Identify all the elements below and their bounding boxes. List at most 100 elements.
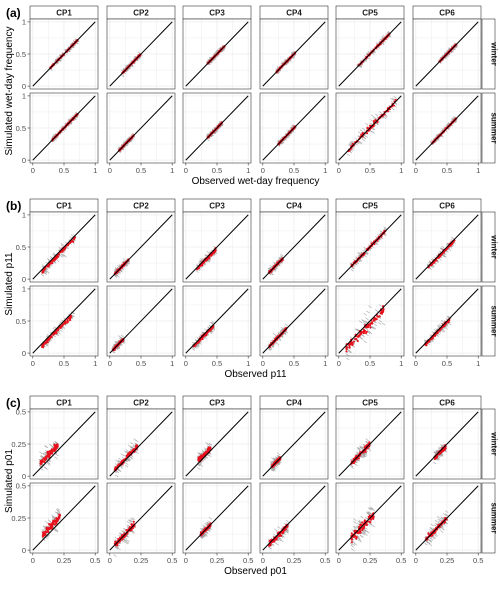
x-tick-label: 1: [170, 359, 174, 368]
spread-mark: [359, 129, 364, 133]
facet: [106, 211, 176, 283]
y-tick-label: 0: [22, 275, 26, 284]
column-strip-label: CP5: [362, 9, 378, 18]
simulated-point: [434, 334, 437, 337]
facet: [412, 211, 482, 283]
y-tick-label: 0: [22, 82, 26, 91]
simulated-point: [54, 257, 58, 260]
spread-mark: [364, 122, 369, 126]
y-tick-label: 0: [22, 156, 26, 165]
simulated-point: [379, 312, 382, 315]
x-tick-label: 0.5: [59, 166, 69, 175]
spread-mark: [60, 244, 65, 248]
spread-mark: [369, 122, 373, 126]
column-strip-label: CP3: [209, 202, 225, 211]
x-tick-label: 1: [246, 166, 250, 175]
spread-mark: [60, 253, 64, 257]
simulated-point: [50, 335, 53, 338]
simulated-point: [69, 240, 72, 243]
spread-mark: [206, 250, 210, 254]
identity-line: [109, 214, 173, 280]
simulated-point: [356, 335, 359, 338]
x-tick-label: 1: [476, 359, 480, 368]
simulated-point: [372, 120, 375, 123]
spread-mark: [393, 95, 397, 99]
facet: [182, 18, 252, 90]
y-tick-label: 1: [22, 18, 26, 27]
spread-mark: [375, 113, 379, 117]
y-axis-title: Simulated wet-day frequency: [4, 27, 15, 156]
simulated-point: [66, 318, 69, 321]
x-tick-label: 0: [108, 359, 112, 368]
spread-mark: [358, 131, 362, 135]
x-tick-label: 1: [246, 359, 250, 368]
simulated-point: [392, 104, 396, 107]
y-tick-label: 0.5: [16, 317, 26, 326]
facet-border: [182, 211, 252, 283]
x-tick-label: 0.5: [442, 166, 452, 175]
simulated-point: [376, 121, 379, 124]
y-tick-label: 1: [22, 92, 26, 101]
simulated-point: [368, 324, 371, 327]
simulated-point: [374, 119, 377, 122]
simulated-point: [41, 270, 44, 273]
identity-line: [338, 95, 402, 161]
spread-mark: [390, 97, 394, 101]
simulated-point: [363, 329, 366, 333]
spread-mark: [358, 141, 363, 145]
simulated-point: [72, 240, 75, 243]
spread-mark: [270, 272, 274, 276]
simulated-point: [356, 339, 359, 343]
identity-line: [415, 21, 479, 87]
spread-mark: [280, 253, 284, 257]
x-tick-label: 1: [399, 166, 403, 175]
simulated-point: [57, 329, 60, 332]
identity-line: [338, 21, 402, 87]
simulated-point: [209, 254, 212, 257]
x-tick-label: 0.5: [136, 166, 146, 175]
x-tick-label: 0.5: [365, 166, 375, 175]
facet: 00.510 0.5 1: [16, 285, 99, 368]
column-strip-label: CP1: [56, 399, 72, 408]
column-strip-label: CP5: [362, 399, 378, 408]
spread-mark: [370, 114, 375, 118]
row-strip: [481, 211, 496, 283]
simulated-point: [368, 124, 372, 127]
facet-border: [259, 18, 329, 90]
identity-line: [262, 95, 326, 161]
identity-line: [415, 95, 479, 161]
spread-mark: [60, 242, 65, 246]
facet-border: [335, 18, 405, 90]
y-tick-label: 0.5: [16, 243, 26, 252]
column-strip-label: CP6: [439, 202, 455, 211]
spread-mark: [361, 138, 366, 142]
simulated-point: [369, 322, 372, 325]
identity-line: [185, 95, 249, 161]
facet-border: [182, 18, 252, 90]
x-tick-label: 1: [170, 166, 174, 175]
x-tick-label: 0.5: [136, 359, 146, 368]
simulated-point: [49, 262, 52, 265]
spread-mark: [391, 97, 396, 101]
spread-mark: [195, 270, 199, 273]
simulated-point: [447, 321, 450, 324]
spread-mark: [346, 153, 351, 157]
simulated-point: [46, 451, 49, 454]
simulated-point: [351, 341, 354, 345]
spread-mark: [58, 246, 62, 250]
simulated-point: [366, 132, 369, 135]
simulated-point: [360, 331, 363, 335]
spread-mark: [382, 116, 387, 119]
column-strip-label: CP4: [286, 202, 302, 211]
simulated-point: [61, 250, 64, 253]
spread-mark: [381, 36, 385, 39]
simulated-point: [386, 110, 390, 113]
spread-mark: [387, 109, 392, 113]
simulated-point: [352, 340, 355, 343]
x-tick-label: 1: [399, 359, 403, 368]
identity-line: [32, 95, 96, 161]
